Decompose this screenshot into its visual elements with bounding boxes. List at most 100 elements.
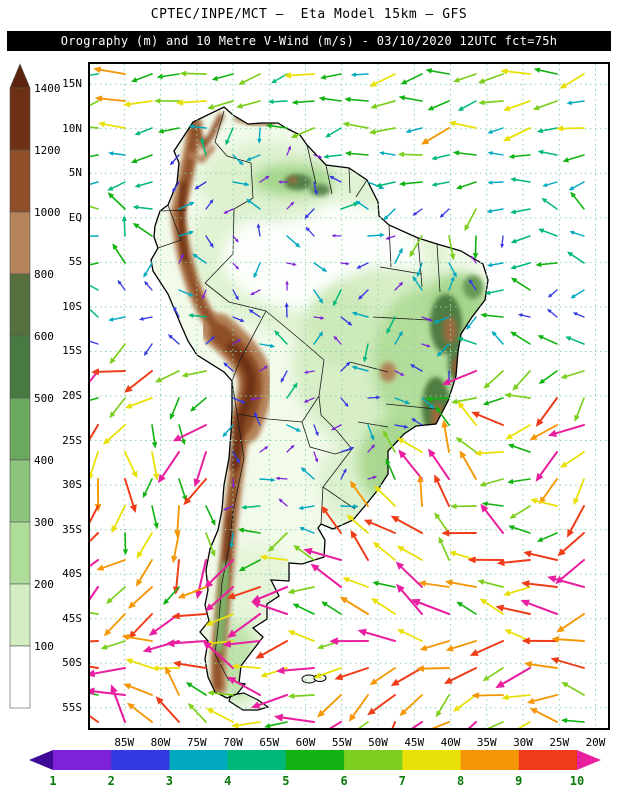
lat-tick-label: 30S (62, 478, 82, 492)
wind-arrow (292, 603, 315, 615)
wind-arrow (318, 96, 342, 102)
chart-title: CPTEC/INPE/MCT — Eta Model 15km — GFS (150, 7, 468, 22)
wind-arrow (122, 532, 129, 556)
wind-arrow (350, 530, 369, 561)
wind-arrow (495, 666, 532, 689)
wind-arrow (526, 694, 558, 705)
wind-arrow (457, 100, 477, 111)
orography-level-label: 1200 (34, 144, 60, 157)
wind-arrow (495, 604, 531, 615)
wind-arrow (88, 611, 99, 615)
wind-arrow (487, 151, 504, 156)
wind-arrow (250, 397, 261, 401)
wind-arrow (398, 449, 424, 481)
wind-arrow (271, 73, 288, 84)
wind-arrow (333, 289, 342, 307)
wind-arrow (317, 694, 342, 718)
wind-arrow (530, 498, 558, 507)
wind-arrow (286, 382, 298, 399)
wind-arrow (125, 397, 153, 409)
lat-tick-label: 15N (62, 77, 82, 91)
wind-arrow (253, 262, 261, 279)
wind-arrow (313, 181, 318, 196)
wind-speed-label: 6 (340, 774, 347, 788)
wind-arrow (222, 639, 262, 648)
wind-arrow (370, 598, 396, 615)
wind-color-segment (227, 750, 287, 770)
wind-arrow (265, 123, 288, 129)
wind-speed-label: 1 (49, 774, 56, 788)
wind-arrow (305, 226, 315, 237)
wind-arrow (379, 151, 396, 156)
wind-arrow (370, 100, 396, 109)
wind-arrow (188, 313, 207, 318)
wind-arrow (483, 370, 504, 389)
wind-arrow (510, 331, 531, 345)
lat-tick-label: 10N (62, 121, 82, 135)
wind-arrow (151, 665, 180, 672)
wind-arrow (395, 561, 423, 588)
orography-level-label: 800 (34, 268, 54, 281)
wind-arrow (351, 311, 369, 318)
wind-speed-label: 4 (224, 774, 231, 788)
wind-arrow (286, 424, 302, 432)
wind-arrow (303, 547, 343, 562)
wind-arrow (396, 545, 423, 561)
wind-arrow (88, 262, 99, 267)
map-frame (88, 62, 610, 730)
wind-arrow (331, 424, 342, 431)
wind-arrow (192, 253, 207, 264)
wind-arrow (183, 478, 207, 506)
wind-color-segment (285, 750, 345, 770)
wind-arrow (273, 713, 316, 724)
wind-arrow (556, 125, 585, 132)
wind-arrow (110, 684, 127, 724)
wind-arrow (251, 693, 289, 709)
wind-arrow (348, 694, 369, 722)
wind-arrow (190, 397, 207, 412)
wind-arrow (487, 262, 504, 268)
wind-arrow (535, 397, 558, 427)
wind-arrow (518, 313, 531, 318)
wind-arrow (88, 558, 100, 569)
wind-arrow (321, 505, 342, 534)
wind-color-segment (344, 750, 403, 770)
wind-arrow (510, 235, 531, 244)
wind-arrow (178, 230, 194, 237)
wind-arrow (433, 316, 450, 324)
wind-arrow (405, 127, 423, 134)
wind-arrow (375, 181, 396, 188)
wind-arrow (286, 235, 301, 248)
wind-arrow (259, 477, 276, 482)
wind-arrow (491, 330, 504, 345)
wind-arrow (232, 289, 239, 301)
wind-arrow (455, 437, 477, 453)
wind-arrow (340, 361, 351, 372)
wind-arrow (507, 478, 531, 485)
wind-speed-label: 2 (108, 774, 115, 788)
wind-arrow (303, 397, 315, 403)
wind-arrow (268, 99, 288, 105)
wind-arrow (171, 532, 180, 564)
wind-arrow (313, 316, 325, 320)
wind-arrow (275, 666, 316, 675)
wind-arrow (477, 73, 504, 84)
wind-arrow (510, 208, 531, 215)
wind-arrow (211, 73, 234, 81)
wind-arrow (154, 370, 180, 383)
wind-arrow (313, 154, 323, 159)
wind-arrow (481, 501, 504, 507)
wind-arrow (178, 202, 195, 210)
wind-arrow (232, 339, 242, 345)
orography-colorbar: 1400 1200 1000 800 600 500 400 300 200 100 (9, 63, 60, 709)
wind-arrow (467, 556, 504, 564)
wind-speed-label: 8 (457, 774, 464, 788)
wind-arrow (278, 498, 288, 507)
wind-arrow (232, 397, 246, 404)
wind-arrow (559, 73, 585, 89)
lon-tick-label: 60W (295, 736, 316, 749)
wind-arrow (223, 505, 234, 511)
lat-tick-label: 20S (62, 389, 82, 402)
wind-arrow (205, 199, 214, 210)
wind-arrow (255, 640, 288, 659)
